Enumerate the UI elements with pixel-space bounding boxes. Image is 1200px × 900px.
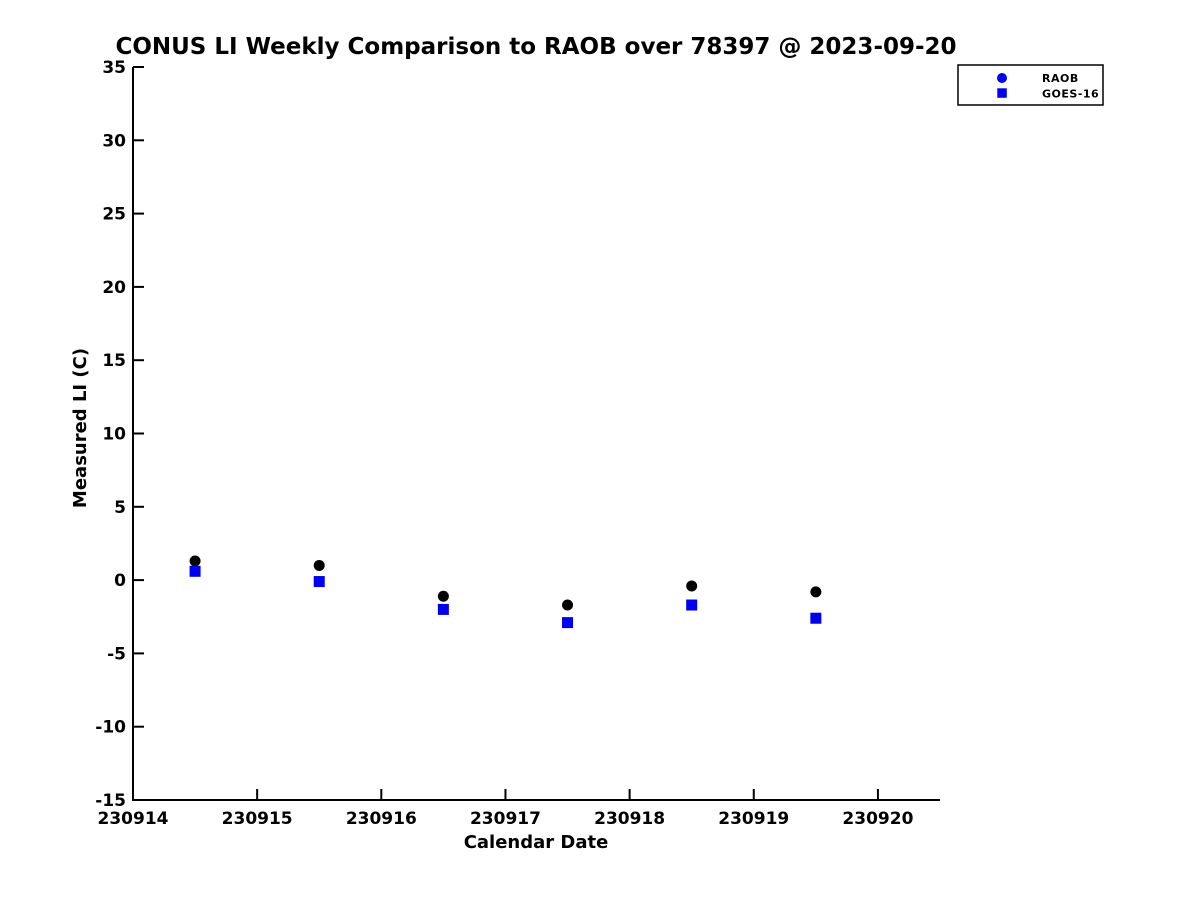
data-point-goes-16 bbox=[437, 603, 449, 615]
x-tick-label: 230914 bbox=[98, 809, 169, 829]
y-tick-label: -10 bbox=[95, 718, 126, 738]
y-tick-label: 30 bbox=[102, 131, 126, 151]
data-point-raob bbox=[562, 599, 574, 611]
x-tick-label: 230918 bbox=[594, 809, 665, 829]
legend: RAOB GOES-16 bbox=[957, 64, 1104, 106]
y-tick-label: -5 bbox=[107, 644, 126, 664]
axis-spines bbox=[132, 67, 940, 801]
y-tick-label: 5 bbox=[114, 498, 126, 518]
data-point-raob bbox=[810, 586, 822, 598]
y-axis-label: Measured LI (C) bbox=[70, 348, 91, 508]
y-tick-label: 10 bbox=[102, 425, 126, 445]
x-tick-label: 230917 bbox=[470, 809, 541, 829]
data-point-goes-16 bbox=[313, 576, 325, 588]
y-tick-label: -15 bbox=[95, 791, 126, 811]
y-tick-label: 35 bbox=[102, 58, 126, 78]
y-tick-label: 20 bbox=[102, 278, 126, 298]
data-point-goes-16 bbox=[562, 617, 574, 629]
x-tick-label: 230915 bbox=[222, 809, 293, 829]
data-point-raob bbox=[686, 580, 698, 592]
x-tick-label: 230916 bbox=[346, 809, 417, 829]
legend-border bbox=[957, 64, 1104, 106]
data-point-goes-16 bbox=[810, 612, 822, 624]
data-point-goes-16 bbox=[686, 599, 698, 611]
chart-title: CONUS LI Weekly Comparison to RAOB over … bbox=[115, 34, 956, 60]
legend-label-raob: RAOB bbox=[1042, 72, 1079, 85]
x-tick-label: 230919 bbox=[718, 809, 789, 829]
legend-raob-circle-icon bbox=[997, 73, 1007, 83]
x-tick-label: 230920 bbox=[842, 809, 913, 829]
x-axis-label: Calendar Date bbox=[464, 832, 609, 853]
data-point-raob bbox=[437, 590, 449, 602]
axes: 230914 230915 230916 230917 230918 230919 2309… bbox=[95, 58, 940, 829]
legend-goes16-square-icon bbox=[997, 88, 1007, 98]
y-tick-label: 15 bbox=[102, 351, 126, 371]
legend-label-goes16: GOES-16 bbox=[1042, 88, 1099, 101]
data-point-raob bbox=[189, 555, 201, 567]
y-tick-label: 25 bbox=[102, 205, 126, 225]
data-point-goes-16 bbox=[189, 565, 201, 577]
data-point-raob bbox=[313, 559, 325, 571]
y-tick-label: 0 bbox=[114, 571, 126, 591]
plot-area-markers bbox=[189, 555, 822, 629]
